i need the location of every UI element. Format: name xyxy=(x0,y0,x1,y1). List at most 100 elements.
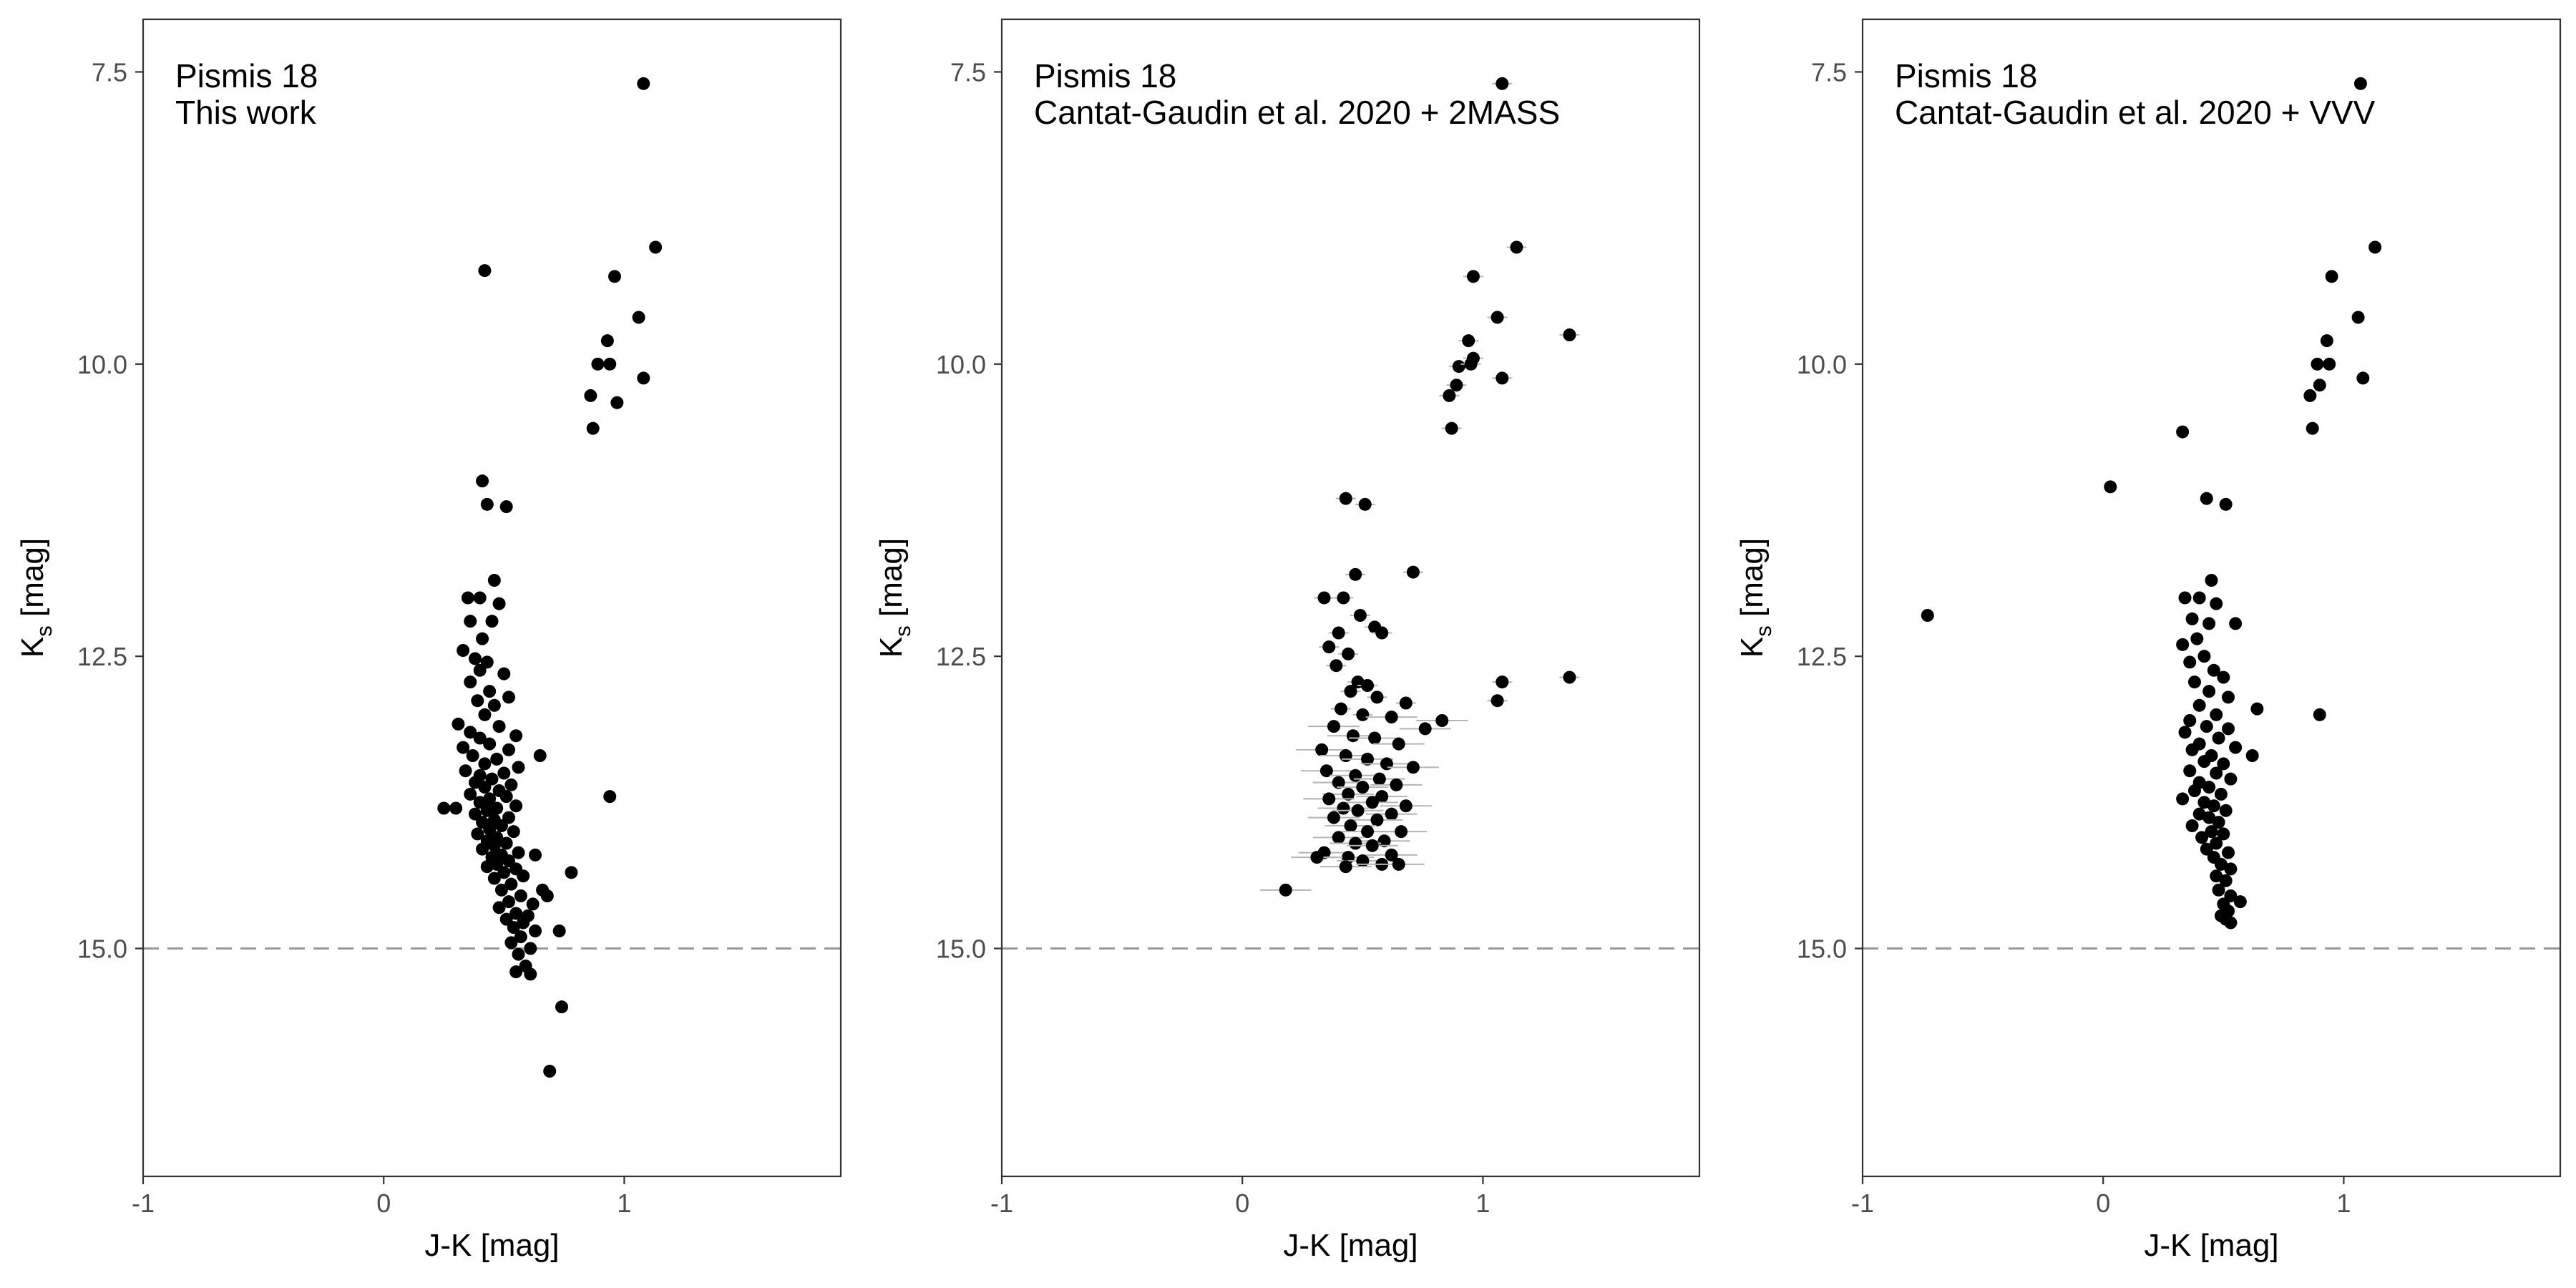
data-point xyxy=(2176,638,2190,651)
data-point xyxy=(2210,836,2223,850)
data-point xyxy=(637,77,650,90)
data-point xyxy=(1349,836,1362,850)
data-point xyxy=(2212,731,2225,745)
data-point xyxy=(2229,741,2243,754)
data-point xyxy=(2224,862,2238,876)
x-tick-label: 1 xyxy=(1475,1189,1490,1218)
data-point xyxy=(2224,772,2238,786)
data-point xyxy=(437,801,451,815)
x-axis-label: J-K [mag] xyxy=(1283,1228,1418,1263)
data-point xyxy=(471,827,484,841)
data-point xyxy=(1450,379,1463,392)
data-point xyxy=(1452,360,1465,374)
data-point xyxy=(1375,790,1389,804)
data-point xyxy=(2222,846,2235,859)
data-point xyxy=(2197,650,2211,663)
data-point xyxy=(2250,702,2264,716)
data-point xyxy=(1339,749,1352,762)
data-point xyxy=(2210,869,2223,883)
data-point xyxy=(2176,425,2190,439)
data-point xyxy=(2313,708,2326,721)
data-point xyxy=(526,897,540,911)
data-point xyxy=(478,781,492,794)
data-point xyxy=(502,895,516,909)
data-point xyxy=(2190,632,2204,645)
data-point xyxy=(476,474,489,488)
data-point xyxy=(497,766,511,780)
data-point xyxy=(468,776,482,789)
data-point xyxy=(480,860,494,874)
data-point xyxy=(2351,311,2365,324)
data-point xyxy=(1317,591,1331,605)
annotation-source: Cantat-Gaudin et al. 2020 + VVV xyxy=(1895,94,2376,131)
annotation-cluster-name: Pismis 18 xyxy=(1895,57,2037,94)
data-point xyxy=(1399,799,1413,813)
data-point xyxy=(464,726,477,739)
data-point xyxy=(1332,626,1345,640)
data-point xyxy=(502,743,516,756)
data-point xyxy=(468,652,482,665)
data-point xyxy=(1337,591,1350,605)
data-point xyxy=(1365,839,1379,852)
data-point xyxy=(529,848,542,862)
data-point xyxy=(487,872,501,885)
annotation-cluster-name: Pismis 18 xyxy=(1034,57,1176,94)
data-point xyxy=(1353,609,1367,622)
data-point xyxy=(1358,497,1372,511)
data-point xyxy=(543,1065,557,1078)
data-point xyxy=(1443,389,1456,402)
data-point xyxy=(514,889,527,902)
x-tick-label: 0 xyxy=(376,1189,391,1218)
data-point xyxy=(603,357,617,371)
data-point xyxy=(507,825,520,839)
data-point xyxy=(1322,792,1336,806)
data-point xyxy=(464,675,477,689)
data-point xyxy=(2195,831,2209,844)
y-tick-label: 7.5 xyxy=(1811,58,1847,87)
x-tick-label: 0 xyxy=(1235,1189,1249,1218)
data-point xyxy=(1332,776,1345,789)
data-point xyxy=(494,883,508,897)
panel-3: -1 0 1 7.5 10.0 12.5 15.0 J-K [mag] Ks [mag] Pism… xyxy=(1735,18,2562,1263)
data-point xyxy=(2185,819,2199,832)
data-point xyxy=(1349,769,1362,782)
x-tick-label: -1 xyxy=(1851,1189,1874,1218)
y-tick-label: 15.0 xyxy=(1797,935,1847,964)
data-point xyxy=(476,842,489,856)
y-tick-label: 15.0 xyxy=(936,935,986,964)
data-point xyxy=(637,371,650,385)
data-point xyxy=(499,836,513,850)
data-point xyxy=(2214,787,2228,801)
data-point xyxy=(487,574,501,587)
data-point xyxy=(483,737,497,751)
data-point xyxy=(2205,574,2218,587)
data-point xyxy=(473,731,487,745)
data-point xyxy=(584,389,597,402)
data-point xyxy=(494,819,508,832)
data-point xyxy=(1385,807,1398,821)
data-point xyxy=(1418,722,1432,736)
data-point xyxy=(1356,854,1370,867)
data-point xyxy=(1315,743,1329,756)
data-point xyxy=(490,752,504,766)
data-point xyxy=(452,717,465,731)
annotation-source: This work xyxy=(175,94,317,131)
data-point xyxy=(1392,737,1405,751)
data-point xyxy=(1361,679,1375,692)
data-point xyxy=(1361,825,1375,839)
data-point xyxy=(1385,711,1398,724)
data-point xyxy=(1510,240,1523,254)
data-point xyxy=(1496,77,1509,90)
data-point xyxy=(509,799,523,813)
data-point xyxy=(512,761,525,774)
data-point xyxy=(1375,626,1389,640)
data-point xyxy=(1491,694,1504,708)
data-point xyxy=(2222,722,2235,736)
data-point xyxy=(1445,421,1458,435)
data-point xyxy=(1342,647,1355,660)
data-point xyxy=(1406,761,1420,774)
y-tick-label: 12.5 xyxy=(1797,642,1847,671)
data-point xyxy=(514,930,527,944)
data-point xyxy=(1370,813,1384,826)
data-point xyxy=(2323,357,2336,371)
